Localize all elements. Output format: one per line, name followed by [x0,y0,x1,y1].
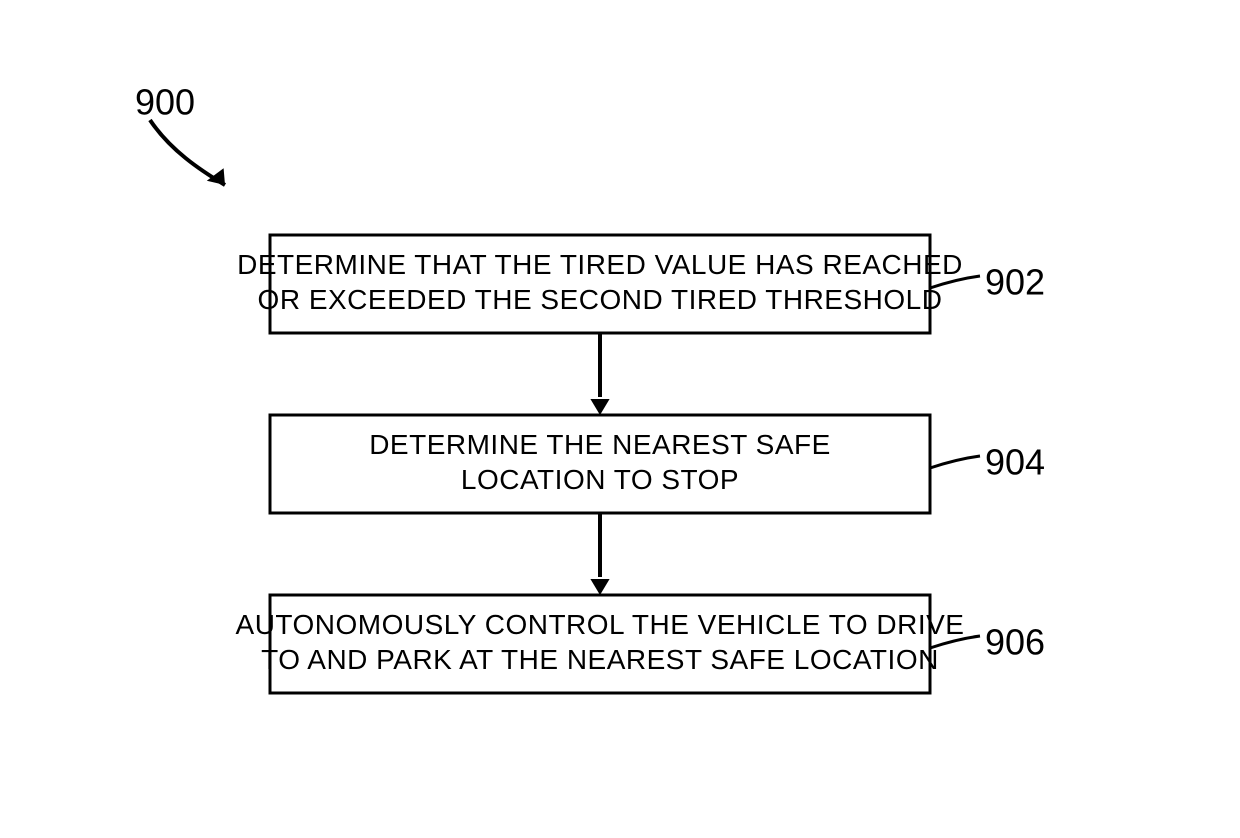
ref-label: 902 [985,262,1045,303]
ref-label: 904 [985,442,1045,483]
flow-box-text: DETERMINE THAT THE TIRED VALUE HAS REACH… [237,249,963,280]
ref-leader [930,456,980,468]
flow-box-text: TO AND PARK AT THE NEAREST SAFE LOCATION [261,644,939,675]
figure-ref-arrow [150,120,225,185]
flow-box-text: LOCATION TO STOP [461,464,739,495]
flow-box-text: AUTONOMOUSLY CONTROL THE VEHICLE TO DRIV… [236,609,965,640]
flow-box-text: DETERMINE THE NEAREST SAFE [369,429,831,460]
figure-ref-label: 900 [135,82,195,123]
flowchart-canvas: DETERMINE THAT THE TIRED VALUE HAS REACH… [0,0,1240,838]
flow-box-text: OR EXCEEDED THE SECOND TIRED THRESHOLD [258,284,943,315]
ref-label: 906 [985,622,1045,663]
arrowhead-icon [590,399,609,415]
arrowhead-icon [590,579,609,595]
